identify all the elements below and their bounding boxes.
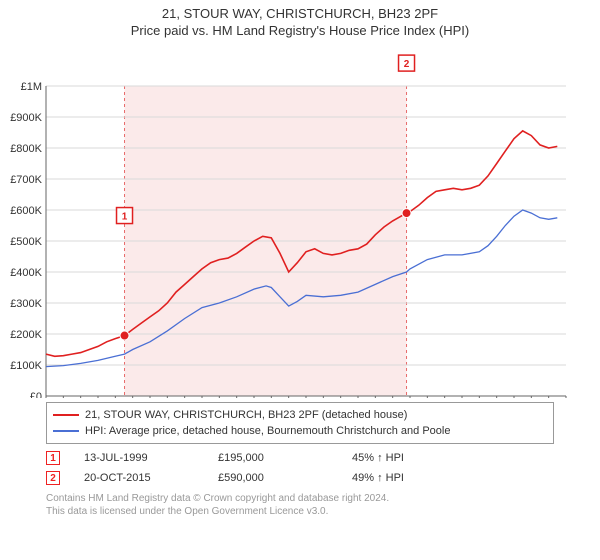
footer-line: This data is licensed under the Open Gov… [46,505,554,518]
chart-area: £0 £100K £200K £300K £400K £500K £600K £700K £80… [0,38,600,398]
table-row: 1 13-JUL-1999 £195,000 45% ↑ HPI [46,448,554,468]
marker-date: 20-OCT-2015 [84,472,194,484]
svg-text:£400K: £400K [10,267,42,279]
legend-swatch [53,430,79,432]
svg-text:£200K: £200K [10,329,42,341]
svg-text:£500K: £500K [10,236,42,248]
svg-text:2: 2 [404,59,410,70]
legend-label: 21, STOUR WAY, CHRISTCHURCH, BH23 2PF (d… [85,409,407,421]
marker-badge: 2 [46,471,60,485]
svg-text:£100K: £100K [10,360,42,372]
chart-title-line2: Price paid vs. HM Land Registry's House … [0,23,600,38]
marker-date: 13-JUL-1999 [84,452,194,464]
svg-text:£600K: £600K [10,205,42,217]
line-chart-svg: £0 £100K £200K £300K £400K £500K £600K £700K £80… [0,38,600,398]
chart-title-line1: 21, STOUR WAY, CHRISTCHURCH, BH23 2PF [0,6,600,21]
svg-text:£700K: £700K [10,174,42,186]
table-row: 2 20-OCT-2015 £590,000 49% ↑ HPI [46,468,554,488]
marker-delta: 49% ↑ HPI [352,472,462,484]
legend-row: 21, STOUR WAY, CHRISTCHURCH, BH23 2PF (d… [53,407,547,423]
marker-price: £590,000 [218,472,328,484]
svg-text:£300K: £300K [10,298,42,310]
marker-badge: 1 [46,451,60,465]
svg-text:£0: £0 [30,391,42,398]
marker-table: 1 13-JUL-1999 £195,000 45% ↑ HPI 2 20-OC… [46,448,554,488]
legend-label: HPI: Average price, detached house, Bour… [85,425,450,437]
svg-text:1: 1 [122,212,128,223]
svg-text:£1M: £1M [21,81,42,93]
footer-line: Contains HM Land Registry data © Crown c… [46,492,554,505]
marker-price: £195,000 [218,452,328,464]
marker-delta: 45% ↑ HPI [352,452,462,464]
svg-text:£800K: £800K [10,143,42,155]
footer-attribution: Contains HM Land Registry data © Crown c… [46,492,554,518]
legend-row: HPI: Average price, detached house, Bour… [53,423,547,439]
legend-swatch [53,414,79,416]
svg-text:£900K: £900K [10,112,42,124]
legend: 21, STOUR WAY, CHRISTCHURCH, BH23 2PF (d… [46,402,554,444]
